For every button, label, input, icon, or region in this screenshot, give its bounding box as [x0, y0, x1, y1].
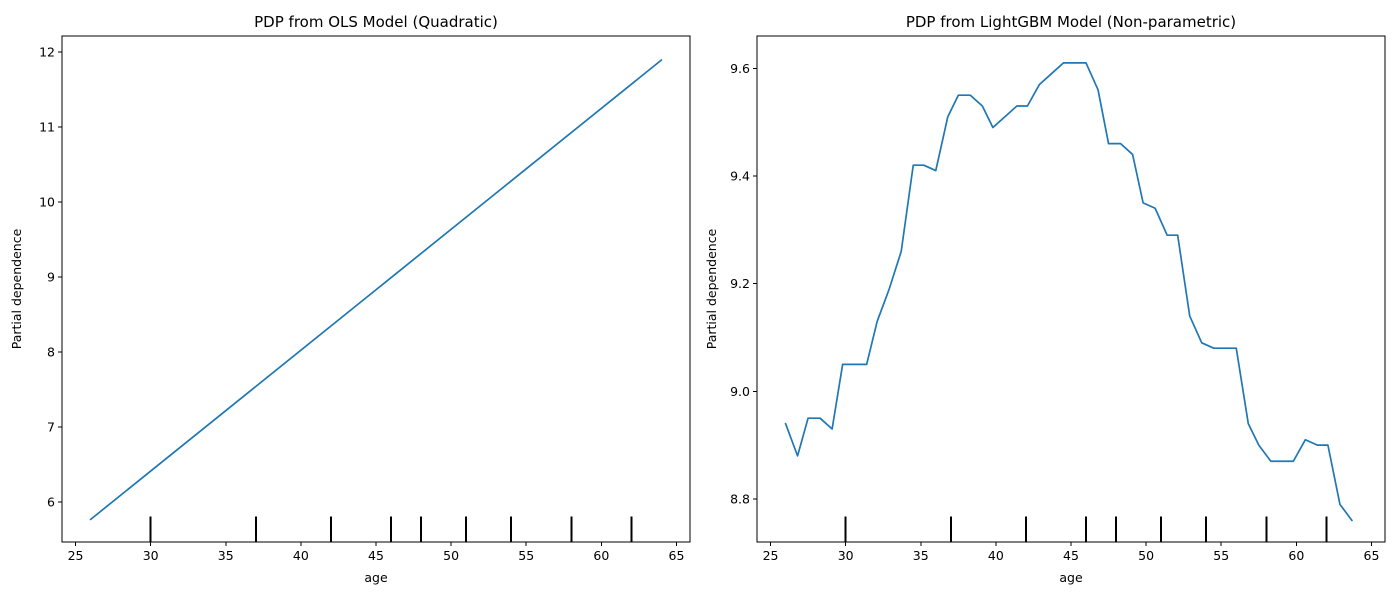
series-line — [89, 59, 663, 521]
x-tick-label: 35 — [218, 548, 234, 563]
y-tick-label: 12 — [39, 44, 55, 59]
x-axis-label: age — [364, 570, 388, 585]
x-tick-label: 25 — [763, 548, 779, 563]
x-tick-label: 55 — [518, 548, 534, 563]
y-tick-label: 9.0 — [730, 384, 750, 399]
x-tick-label: 45 — [1063, 548, 1079, 563]
y-tick-label: 7 — [47, 420, 55, 435]
x-tick-label: 50 — [1138, 548, 1154, 563]
axes-frame — [756, 35, 1386, 543]
x-tick-label: 45 — [368, 548, 384, 563]
x-tick-label: 55 — [1213, 548, 1229, 563]
y-tick-label: 9.4 — [730, 168, 750, 183]
chart-title: PDP from LightGBM Model (Non-parametric) — [906, 13, 1236, 31]
x-axis-label: age — [1059, 570, 1083, 585]
x-tick-label: 25 — [68, 548, 84, 563]
y-tick-label: 11 — [39, 119, 55, 134]
chart-panel-2: PDP from LightGBM Model (Non-parametric)… — [704, 13, 1386, 585]
y-tick-label: 8 — [47, 345, 55, 360]
chart-title: PDP from OLS Model (Quadratic) — [254, 13, 498, 31]
x-tick-label: 60 — [1288, 548, 1304, 563]
y-tick-label: 9.2 — [730, 276, 750, 291]
x-tick-label: 40 — [988, 548, 1004, 563]
y-tick-label: 10 — [39, 194, 55, 209]
y-tick-label: 8.8 — [730, 491, 750, 506]
x-tick-label: 60 — [593, 548, 609, 563]
chart-panel-1: PDP from OLS Model (Quadratic) 25 30 35 40 45… — [9, 13, 691, 585]
y-tick-label: 9 — [47, 269, 55, 284]
x-tick-label: 30 — [143, 548, 159, 563]
y-axis-label: Partial dependence — [9, 228, 24, 349]
y-tick-label: 6 — [47, 495, 55, 510]
y-tick-label: 9.6 — [730, 61, 750, 76]
x-tick-label: 50 — [443, 548, 459, 563]
y-axis-label: Partial dependence — [704, 228, 719, 349]
x-tick-label: 30 — [838, 548, 854, 563]
x-tick-label: 35 — [913, 548, 929, 563]
x-tick-label: 40 — [293, 548, 309, 563]
series-line — [784, 62, 1353, 522]
x-tick-label: 65 — [669, 548, 685, 563]
x-tick-label: 65 — [1364, 548, 1380, 563]
